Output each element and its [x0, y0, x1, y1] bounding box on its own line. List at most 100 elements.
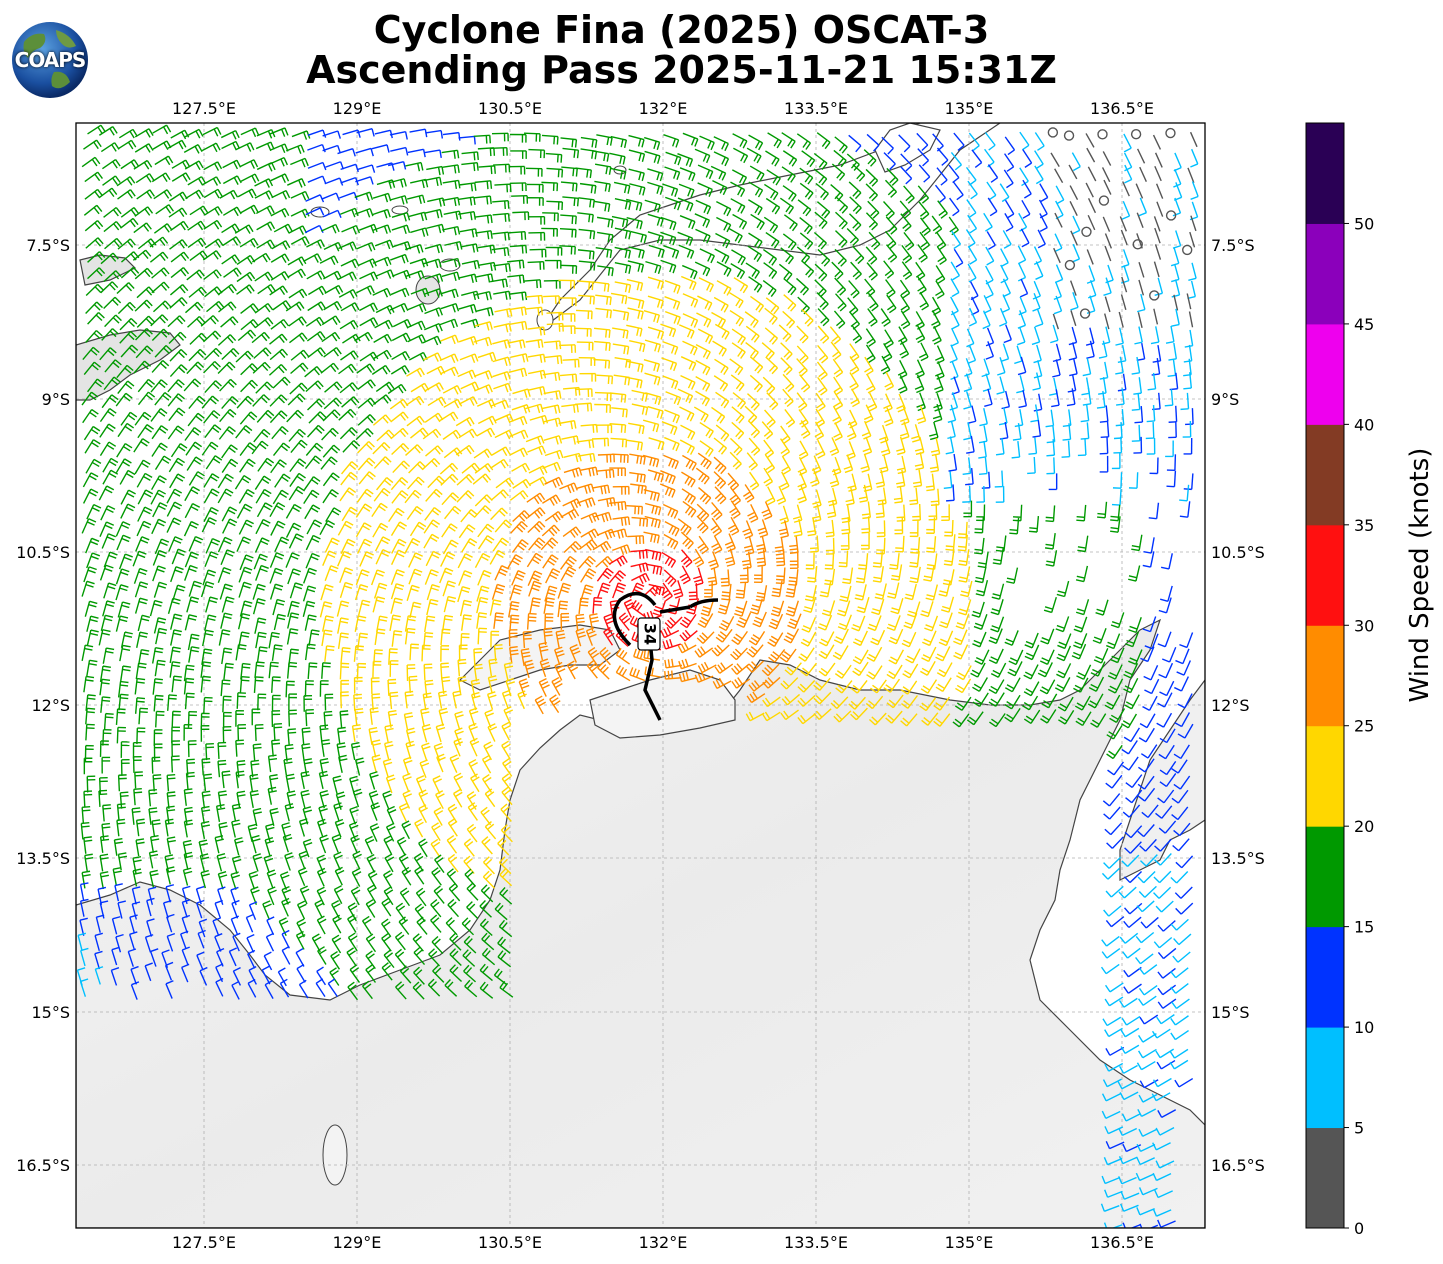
wind-barb: [189, 205, 209, 216]
wind-barb: [461, 151, 479, 161]
wind-barb: [984, 132, 996, 151]
wind-barb: [304, 365, 323, 378]
wind-barb: [407, 302, 427, 313]
wind-barb: [189, 250, 209, 262]
wind-barb: [427, 396, 447, 407]
wind-barb: [626, 278, 644, 292]
wind-barb: [951, 230, 962, 250]
wind-barb: [458, 182, 477, 192]
wind-barb: [764, 409, 776, 428]
wind-barb: [1067, 374, 1077, 393]
wind-barb: [357, 414, 376, 426]
wind-barb: [358, 223, 378, 234]
wind-barb: [830, 341, 842, 361]
wind-barb: [271, 189, 291, 200]
wind-barb: [543, 279, 561, 289]
wind-barb: [764, 307, 778, 325]
wind-barb: [1085, 327, 1095, 346]
wind-barb: [422, 335, 442, 346]
wind-barb: [493, 322, 512, 333]
wind-barb: [219, 378, 237, 392]
wind-barb: [322, 130, 342, 139]
wind-barb: [762, 376, 776, 395]
wind-barb: [508, 165, 526, 175]
wind-barb: [730, 181, 746, 198]
wind-barb: [270, 173, 290, 183]
wind-barb: [711, 406, 726, 424]
wind-barb: [1017, 356, 1027, 376]
wind-barb: [847, 421, 857, 441]
wind-barb: [1054, 168, 1064, 184]
wind-barb: [647, 405, 664, 419]
wind-barb: [575, 327, 592, 337]
colorbar: 0 5 10 15 20 25 30 35 40 45 50: [1305, 122, 1374, 1238]
wind-barb: [269, 394, 288, 407]
wind-barb: [799, 374, 811, 393]
wind-barb: [936, 167, 948, 186]
wind-barb: [184, 160, 204, 171]
wind-barb: [767, 132, 782, 149]
wind-barb: [864, 356, 874, 376]
wind-barb: [814, 279, 827, 298]
colorbar-tick-label: 30: [1354, 616, 1374, 635]
wind-barb: [151, 172, 171, 183]
wind-barb: [677, 388, 694, 404]
wind-barb: [323, 241, 343, 252]
wind-barb: [82, 346, 100, 360]
wind-barb: [578, 294, 595, 305]
wind-barb: [359, 302, 378, 313]
wind-barb: [374, 319, 394, 330]
wind-barb: [562, 358, 580, 368]
wind-barb: [829, 326, 842, 345]
wind-barb: [745, 341, 759, 360]
wind-barb: [609, 152, 626, 165]
wind-barb: [967, 405, 977, 424]
wind-barb: [546, 167, 564, 178]
wind-barb: [116, 282, 135, 295]
wind-barb: [727, 227, 743, 244]
wind-barb: [594, 403, 611, 413]
wind-barb: [252, 361, 271, 374]
wind-barb: [748, 232, 763, 249]
wind-barb: [627, 360, 644, 373]
wind-barb: [1121, 276, 1128, 293]
wind-barb: [749, 165, 765, 182]
wind-barb: [782, 310, 796, 329]
wind-barb: [714, 248, 730, 264]
wind-barb: [936, 147, 949, 166]
wind-barb: [356, 241, 376, 252]
wind-barb: [1001, 294, 1011, 314]
wind-barb: [850, 261, 862, 280]
wind-barb: [424, 243, 444, 254]
wind-barb: [256, 409, 275, 423]
wind-barb: [1098, 195, 1110, 206]
wind-barb: [848, 213, 862, 232]
wind-barb: [782, 388, 794, 408]
wind-barb: [644, 339, 662, 353]
wind-barb: [1050, 152, 1060, 167]
wind-barb: [763, 262, 778, 279]
wind-barb: [1053, 247, 1061, 264]
wind-barb: [1087, 279, 1097, 299]
wind-barb: [765, 197, 781, 215]
lat-tick-label-right: 12°S: [1211, 696, 1250, 715]
wind-barb: [765, 297, 780, 315]
wind-barb: [523, 132, 541, 142]
wind-barb: [613, 181, 631, 194]
lat-tick-label-left: 10.5°S: [16, 543, 70, 562]
wind-barb: [750, 213, 765, 231]
wind-barb: [1119, 216, 1127, 232]
wind-barb: [949, 344, 958, 364]
wind-barb: [1047, 127, 1059, 138]
wind-barb: [323, 347, 342, 358]
lat-tick-label-right: 15°S: [1211, 1003, 1250, 1022]
wind-barb: [865, 212, 878, 231]
wind-barb: [373, 349, 392, 360]
wind-barb: [1054, 212, 1063, 228]
wind-barb: [359, 351, 379, 362]
wind-barb: [967, 263, 977, 283]
wind-barb: [117, 380, 135, 395]
wind-barb: [509, 133, 527, 143]
wind-barb: [693, 406, 709, 423]
wind-barb: [999, 421, 1009, 440]
